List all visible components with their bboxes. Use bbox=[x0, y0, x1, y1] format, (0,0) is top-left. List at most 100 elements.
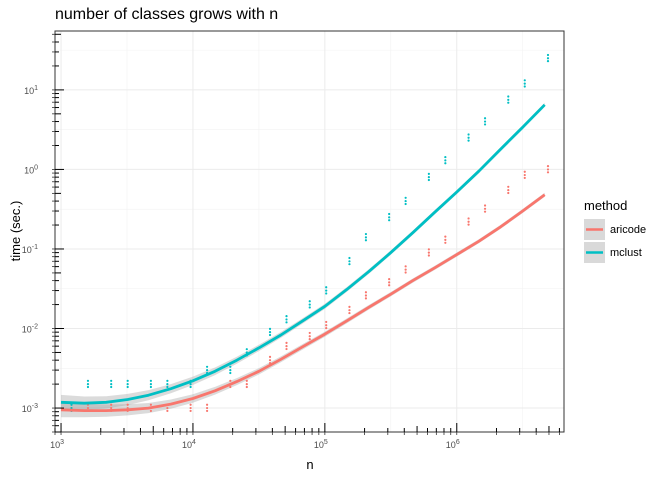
aricode-point bbox=[364, 291, 368, 294]
mclust-point bbox=[325, 292, 328, 295]
aricode-point bbox=[325, 320, 328, 324]
aricode-point bbox=[166, 409, 169, 413]
mclust-point bbox=[86, 383, 90, 386]
mclust-point bbox=[205, 365, 209, 368]
mclust-point bbox=[483, 117, 487, 120]
aricode-point bbox=[245, 379, 248, 382]
mclust-point bbox=[268, 327, 272, 330]
aricode-point bbox=[348, 305, 351, 308]
aricode-point bbox=[285, 347, 288, 351]
y-tick-label: 100 bbox=[24, 164, 38, 175]
mclust-point bbox=[444, 155, 447, 159]
aricode-point bbox=[229, 379, 232, 382]
mclust-point bbox=[467, 139, 470, 142]
mclust-point bbox=[364, 236, 368, 239]
mclust-point bbox=[308, 303, 311, 306]
aricode-point bbox=[388, 278, 391, 281]
mclust-point bbox=[166, 379, 169, 382]
mclust-point bbox=[388, 219, 391, 222]
mclust-point bbox=[229, 371, 232, 375]
mclust-point bbox=[427, 178, 430, 182]
aricode-point bbox=[308, 331, 311, 335]
aricode-point bbox=[245, 383, 248, 386]
aricode-point bbox=[325, 324, 328, 327]
aricode-point bbox=[364, 294, 368, 297]
aricode-point bbox=[523, 170, 526, 173]
aricode-point bbox=[483, 204, 487, 207]
mclust-smooth-line bbox=[60, 103, 546, 405]
plot-panel bbox=[55, 31, 564, 432]
mclust-point bbox=[444, 162, 447, 165]
mclust-point bbox=[70, 403, 73, 406]
mclust-point bbox=[245, 348, 248, 351]
aricode-point bbox=[546, 165, 550, 168]
x-tick-label: 105 bbox=[314, 439, 328, 450]
mclust-point bbox=[546, 57, 550, 60]
legend: method aricode mclust bbox=[584, 198, 646, 263]
major-grid bbox=[55, 31, 564, 432]
mclust-point bbox=[546, 53, 550, 57]
mclust-point bbox=[285, 318, 288, 321]
mclust-point bbox=[149, 379, 152, 382]
aricode-point bbox=[149, 403, 152, 406]
y-tick-label: 101 bbox=[24, 85, 38, 96]
y-tick-label: 10-2 bbox=[22, 324, 38, 335]
aricode-point bbox=[404, 268, 407, 271]
aricode-point bbox=[467, 217, 470, 220]
aricode-point bbox=[523, 176, 526, 180]
aricode-point bbox=[507, 191, 510, 195]
mclust-point bbox=[189, 385, 192, 389]
mclust-point bbox=[126, 383, 129, 386]
aricode-point bbox=[523, 173, 526, 177]
aricode-point bbox=[110, 406, 113, 410]
mclust-point bbox=[404, 199, 407, 203]
mclust-point bbox=[444, 159, 447, 162]
aricode-point bbox=[467, 220, 470, 223]
mclust-point bbox=[308, 300, 311, 303]
mclust-point bbox=[483, 120, 487, 123]
aricode-point bbox=[229, 385, 232, 389]
mclust-point bbox=[285, 315, 288, 318]
aricode-point bbox=[189, 403, 192, 406]
mclust-point bbox=[364, 239, 368, 242]
aricode-point bbox=[205, 403, 209, 406]
mclust-point bbox=[110, 379, 113, 382]
x-tick-label: 106 bbox=[446, 439, 460, 450]
x-axis: 103 104 105 106 bbox=[50, 423, 560, 450]
aricode-point bbox=[404, 271, 407, 274]
aricode-point bbox=[166, 406, 169, 410]
mclust-point bbox=[467, 136, 470, 139]
mclust-point bbox=[507, 95, 510, 98]
legend-title: method bbox=[584, 198, 627, 213]
mclust-point bbox=[86, 385, 90, 389]
aricode-point bbox=[388, 284, 391, 287]
aricode-point bbox=[126, 403, 129, 406]
aricode-point bbox=[427, 251, 430, 254]
aricode-point bbox=[245, 385, 248, 389]
mclust-point bbox=[149, 383, 152, 386]
aricode-point bbox=[205, 409, 209, 413]
aricode-point bbox=[110, 403, 113, 406]
mclust-point bbox=[348, 256, 351, 260]
mclust-point bbox=[86, 379, 90, 382]
aricode-point bbox=[268, 355, 272, 358]
mclust-point bbox=[523, 79, 526, 82]
aricode-point bbox=[444, 241, 447, 244]
mclust-point bbox=[404, 196, 407, 199]
aricode-point bbox=[189, 406, 192, 410]
aricode-point bbox=[364, 297, 368, 300]
aricode-point bbox=[189, 409, 192, 413]
x-axis-title: n bbox=[306, 457, 313, 472]
mclust-point bbox=[70, 406, 73, 410]
mclust-point bbox=[126, 385, 129, 389]
legend-label-aricode: aricode bbox=[610, 224, 646, 236]
mclust-point bbox=[348, 263, 351, 266]
aricode-point bbox=[285, 345, 288, 348]
mclust-point bbox=[507, 98, 510, 101]
mclust-point bbox=[229, 365, 232, 368]
mclust-point bbox=[388, 216, 391, 219]
mclust-point bbox=[189, 383, 192, 386]
aricode-point bbox=[149, 409, 152, 413]
mclust-point bbox=[149, 385, 152, 389]
aricode-point bbox=[467, 223, 470, 226]
